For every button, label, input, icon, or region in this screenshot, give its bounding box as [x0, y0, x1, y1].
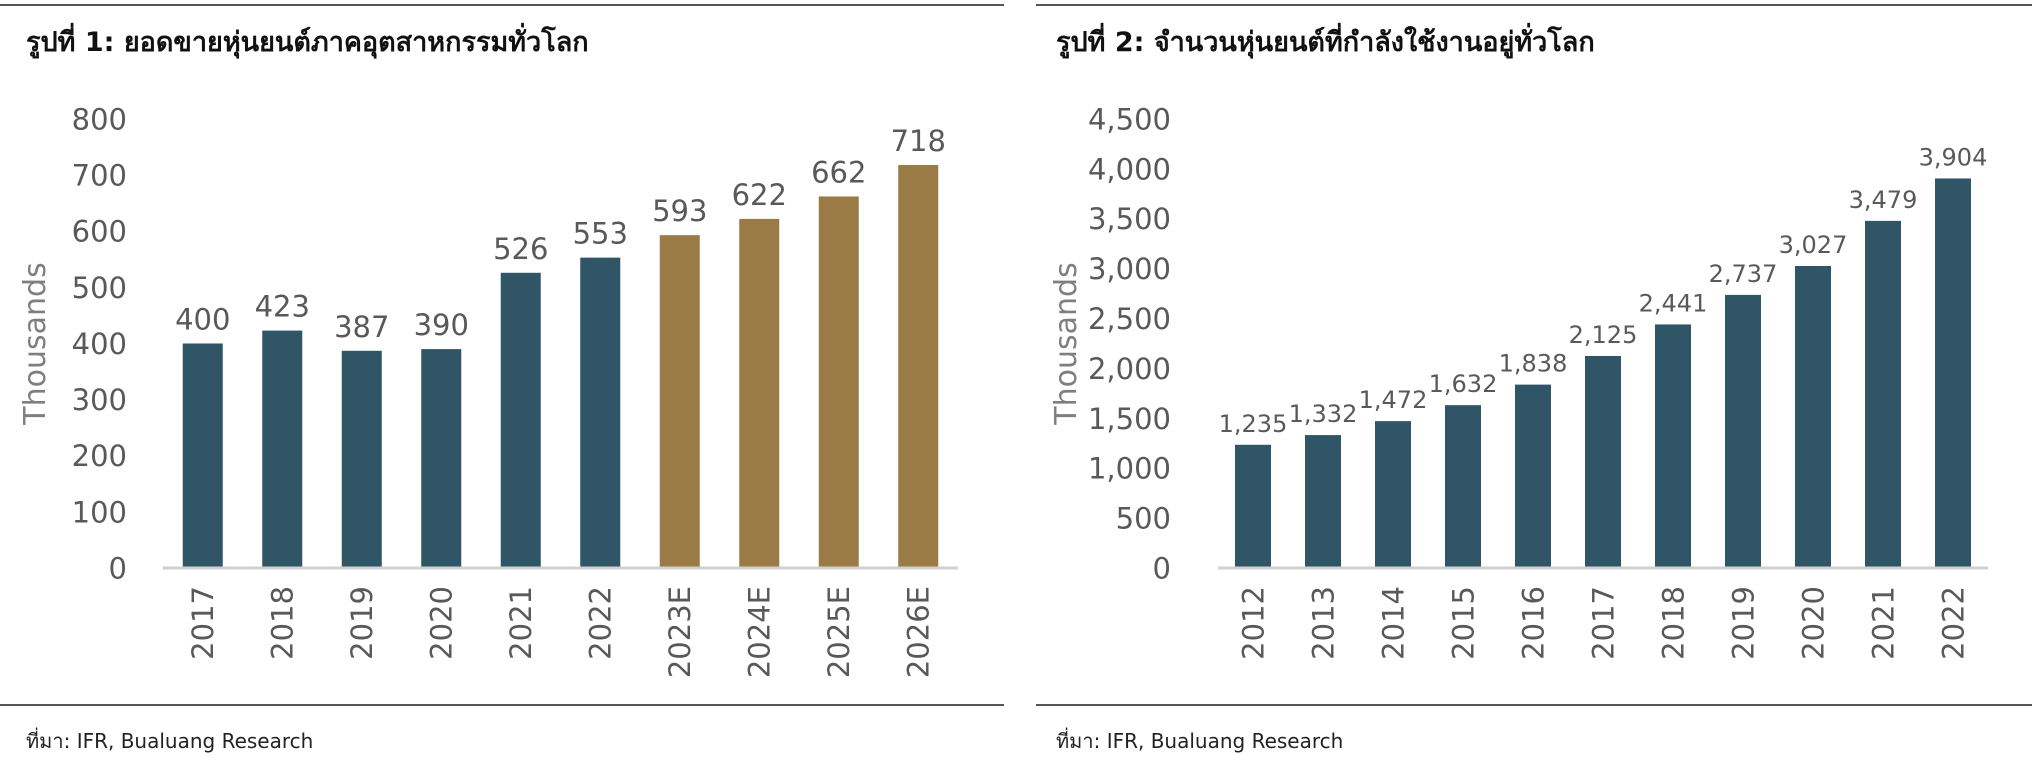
x-tick-label: 2022	[584, 586, 618, 660]
bar	[1865, 220, 1901, 568]
bar	[1375, 421, 1411, 568]
data-label: 1,632	[1429, 370, 1498, 398]
y-tick-label: 2,500	[1088, 302, 1171, 336]
x-tick-label: 2020	[425, 586, 459, 660]
figure-1-panel: รูปที่ 1: ยอดขายหุ่นยนต์ภาคอุตสาหกรรมทั่…	[0, 0, 1004, 762]
y-tick-label: 4,000	[1088, 152, 1171, 186]
x-tick-label: 2023E	[663, 586, 697, 678]
y-axis-title: Thousands	[18, 262, 53, 425]
x-tick-label: 2018	[266, 586, 300, 660]
y-tick-label: 0	[109, 551, 127, 585]
y-tick-label: 200	[72, 439, 127, 473]
y-tick-label: 500	[72, 271, 127, 305]
top-rule	[0, 4, 1004, 6]
data-label: 2,441	[1639, 289, 1708, 317]
bar	[659, 235, 700, 568]
bar	[262, 330, 303, 568]
y-tick-label: 100	[72, 495, 127, 529]
y-tick-label: 3,500	[1088, 202, 1171, 236]
data-label: 423	[255, 290, 310, 324]
bar	[580, 257, 621, 568]
bar	[1655, 324, 1691, 568]
data-label: 2,737	[1709, 260, 1778, 288]
data-label: 593	[652, 194, 707, 228]
x-tick-label: 2026E	[902, 586, 936, 678]
x-tick-label: 2014	[1376, 586, 1410, 660]
y-axis-title: Thousands	[1049, 262, 1084, 425]
data-label: 3,904	[1919, 143, 1988, 171]
figure-2-bar-chart: 0 500 1,000 1,500 2,000 2,500 3,000 3,500 4,000 4…	[1049, 102, 1988, 660]
y-tick-label: 700	[72, 159, 127, 193]
y-tick-label: 2,000	[1088, 352, 1171, 386]
data-label: 2,125	[1569, 321, 1638, 349]
x-tick-label: 2019	[1726, 586, 1760, 660]
x-tick-label: 2015	[1446, 586, 1480, 660]
data-label: 662	[811, 155, 866, 189]
data-label: 718	[891, 124, 946, 158]
bottom-rule	[1036, 704, 2032, 706]
y-tick-label: 500	[1116, 502, 1171, 536]
bar	[1515, 384, 1551, 568]
figure-2-title: รูปที่ 2: จำนวนหุ่นยนต์ที่กำลังใช้งานอยู…	[1056, 27, 1595, 58]
x-tick-label: 2012	[1236, 586, 1270, 660]
y-tick-label: 300	[72, 383, 127, 417]
figure-2-source: ที่มา: IFR, Bualuang Research	[1056, 729, 1344, 753]
y-tick-label: 1,500	[1088, 402, 1171, 436]
figure-2-panel: รูปที่ 2: จำนวนหุ่นยนต์ที่กำลังใช้งานอยู…	[1036, 0, 2032, 762]
data-label: 526	[493, 232, 548, 266]
figure-1-title: รูปที่ 1: ยอดขายหุ่นยนต์ภาคอุตสาหกรรมทั่…	[26, 27, 589, 58]
bar	[1305, 435, 1341, 568]
y-tick-label: 1,000	[1088, 452, 1171, 486]
y-tick-label: 0	[1153, 551, 1171, 585]
data-label: 400	[175, 303, 230, 337]
x-tick-label: 2022	[1936, 586, 1970, 660]
bar	[421, 349, 462, 568]
x-tick-label: 2018	[1656, 586, 1690, 660]
bar	[1935, 178, 1971, 568]
x-tick-label: 2024E	[743, 586, 777, 678]
x-tick-label: 2021	[1866, 586, 1900, 660]
bar	[1445, 405, 1481, 568]
data-label: 3,479	[1849, 186, 1918, 214]
data-label: 1,332	[1289, 400, 1358, 428]
data-label: 622	[732, 178, 787, 212]
bottom-rule	[0, 704, 1004, 706]
data-label: 390	[414, 308, 469, 342]
x-tick-label: 2019	[345, 586, 379, 660]
y-tick-label: 400	[72, 327, 127, 361]
x-tick-label: 2017	[186, 586, 220, 660]
top-rule	[1036, 4, 2032, 6]
data-label: 3,027	[1779, 231, 1848, 259]
y-tick-label: 3,000	[1088, 252, 1171, 286]
bar	[500, 272, 541, 568]
x-tick-label: 2025E	[822, 586, 856, 678]
y-tick-label: 4,500	[1088, 102, 1171, 136]
data-label: 387	[334, 310, 389, 344]
bar	[341, 350, 382, 568]
figure-1-bar-chart: 0 100 200 300 400 500 600 700 800 Thousands 400 201…	[18, 102, 958, 678]
x-tick-label: 2016	[1516, 586, 1550, 660]
bar	[898, 165, 939, 568]
bar	[1795, 265, 1831, 568]
bar	[1235, 444, 1271, 568]
bar	[1585, 355, 1621, 568]
data-label: 1,235	[1219, 410, 1288, 438]
y-tick-label: 800	[72, 102, 127, 136]
bar	[818, 196, 859, 568]
bar	[1725, 294, 1761, 568]
x-tick-label: 2013	[1306, 586, 1340, 660]
y-tick-label: 600	[72, 215, 127, 249]
x-tick-label: 2021	[504, 586, 538, 660]
bar	[739, 218, 780, 568]
bar	[182, 343, 223, 568]
data-label: 1,472	[1359, 386, 1428, 414]
x-tick-label: 2017	[1586, 586, 1620, 660]
x-tick-label: 2020	[1796, 586, 1830, 660]
data-label: 1,838	[1499, 350, 1568, 378]
data-label: 553	[573, 217, 628, 251]
figure-1-source: ที่มา: IFR, Bualuang Research	[26, 729, 314, 753]
